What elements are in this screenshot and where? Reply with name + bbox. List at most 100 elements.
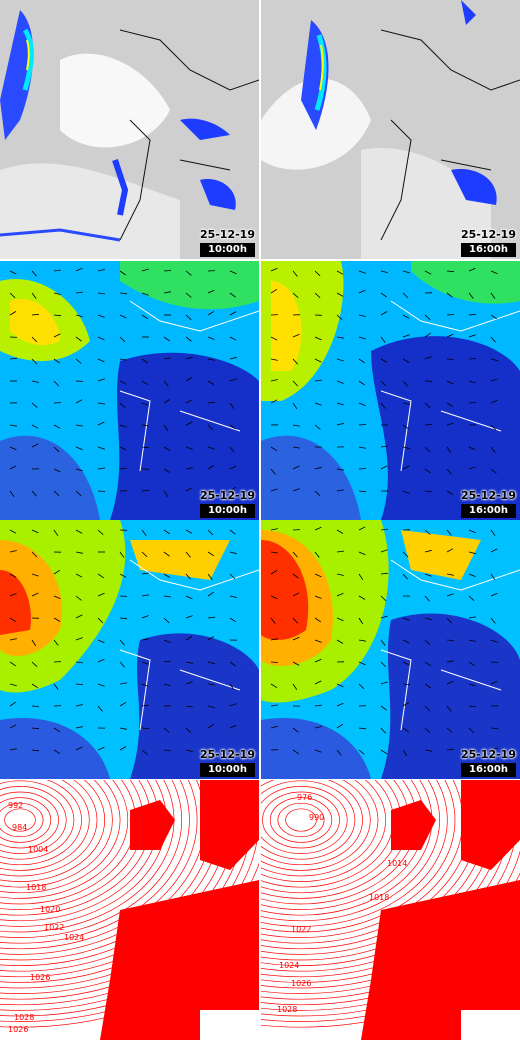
- wind-arrow: [185, 551, 191, 558]
- wind-arrow: [402, 380, 408, 387]
- wind-arrow: [185, 467, 193, 470]
- wind-arrow: [9, 529, 17, 534]
- wind-arrow: [185, 314, 192, 320]
- wind-arrow: [380, 292, 387, 298]
- wind-arrow: [207, 705, 215, 709]
- wind-arrow: [185, 356, 193, 360]
- wind-low-panel-left: 25-12-19 10:00h: [0, 261, 259, 520]
- wind-arrow: [207, 336, 215, 340]
- timestamp-right: 25-12-19 16:00h: [460, 489, 516, 518]
- wind-arrow: [119, 314, 127, 319]
- wind-arrow: [402, 617, 410, 621]
- wind-arrow: [446, 314, 455, 316]
- wind-arrow: [53, 639, 59, 646]
- wind-arrow: [9, 701, 17, 707]
- wind-arrow: [229, 703, 237, 707]
- wind-arrow: [314, 680, 322, 685]
- wind-arrow: [75, 529, 83, 534]
- wind-arrow: [31, 639, 37, 647]
- wind-arrow: [31, 749, 40, 752]
- wind-arrow: [185, 615, 193, 619]
- wind-arrow: [9, 424, 17, 427]
- wind-arrow: [75, 683, 84, 685]
- isobar: [0, 797, 52, 843]
- wind-arrow: [119, 467, 127, 470]
- wind-arrow: [336, 529, 344, 534]
- wind-arrow: [75, 551, 83, 554]
- wind-arrow: [207, 446, 215, 450]
- wind-arrow: [229, 486, 237, 492]
- wind-arrow: [402, 465, 410, 470]
- wind-arrow: [31, 592, 39, 597]
- isobar: [0, 780, 106, 882]
- wind-arrow: [119, 424, 127, 428]
- time-label: 16:00h: [460, 243, 516, 257]
- wind-arrow: [490, 468, 497, 474]
- isobar: [0, 780, 75, 860]
- wind-arrow: [314, 658, 322, 663]
- wind-arrow: [314, 424, 321, 430]
- wind-arrow: [207, 683, 215, 686]
- wind-arrow: [97, 467, 105, 470]
- wind-arrow: [446, 617, 452, 624]
- wind-arrow: [163, 660, 171, 663]
- wind-arrow: [53, 333, 61, 338]
- time-label: 10:00h: [199, 763, 255, 777]
- wind-arrow: [270, 661, 279, 663]
- wind-arrow: [163, 270, 172, 272]
- wind-arrow: [119, 551, 125, 558]
- wind-low-map-right: [261, 261, 520, 520]
- wind-arrow: [270, 336, 278, 341]
- wind-arrow: [97, 314, 105, 318]
- isobar: [0, 921, 259, 1022]
- wind-arrow: [314, 466, 322, 470]
- wind-arrow: [292, 488, 300, 492]
- wind-arrow: [75, 267, 83, 272]
- wind-arrow: [314, 749, 322, 753]
- wind-arrow: [75, 726, 83, 729]
- wind-arrow: [53, 727, 61, 733]
- wind-arrow: [31, 358, 38, 365]
- wind-arrow: [380, 572, 389, 575]
- wind-arrow: [141, 727, 150, 729]
- wind-high-map-right: [261, 520, 520, 779]
- wind-arrow: [163, 727, 170, 733]
- wind-arrow: [75, 336, 82, 342]
- isobar: [261, 943, 520, 1022]
- wind-arrow: [468, 313, 477, 316]
- wind-arrow: [31, 424, 39, 429]
- wind-arrow: [141, 402, 149, 406]
- wind-arrow: [490, 529, 496, 536]
- wind-arrow: [53, 292, 61, 295]
- wind-arrow: [185, 292, 192, 298]
- wind-arrow: [402, 551, 409, 558]
- wind-arrow: [163, 336, 170, 342]
- wind-arrow: [446, 270, 455, 273]
- wind-arrow: [53, 569, 61, 575]
- wind-arrow: [185, 595, 193, 600]
- wind-arrow: [468, 727, 475, 734]
- wind-arrow: [336, 336, 344, 339]
- wind-arrow: [75, 490, 82, 497]
- wind-arrow: [468, 334, 476, 338]
- isobar: [261, 933, 520, 1017]
- wind-arrow: [9, 465, 17, 470]
- wind-arrow: [314, 292, 321, 299]
- wind-arrow: [446, 639, 455, 641]
- isobar: [0, 780, 183, 938]
- wind-arrow: [270, 358, 278, 361]
- wind-arrow: [336, 723, 344, 729]
- isobar: [0, 780, 98, 877]
- wind-arrow: [229, 529, 236, 535]
- isobar-label: 1018: [26, 883, 46, 892]
- wind-arrow: [380, 639, 386, 646]
- wind-arrow: [358, 424, 367, 426]
- pressure-panel-left: 992 984 1004 1018 1020 1022 1024 1026 1028 1026: [0, 780, 259, 1040]
- isobar: [277, 802, 325, 838]
- wind-low-map-left: [0, 261, 259, 520]
- wind-arrow: [292, 270, 298, 277]
- wind-arrow: [185, 749, 193, 752]
- wind-arrow: [207, 591, 215, 597]
- wind-arrow: [490, 727, 499, 729]
- wind-arrow: [424, 639, 431, 645]
